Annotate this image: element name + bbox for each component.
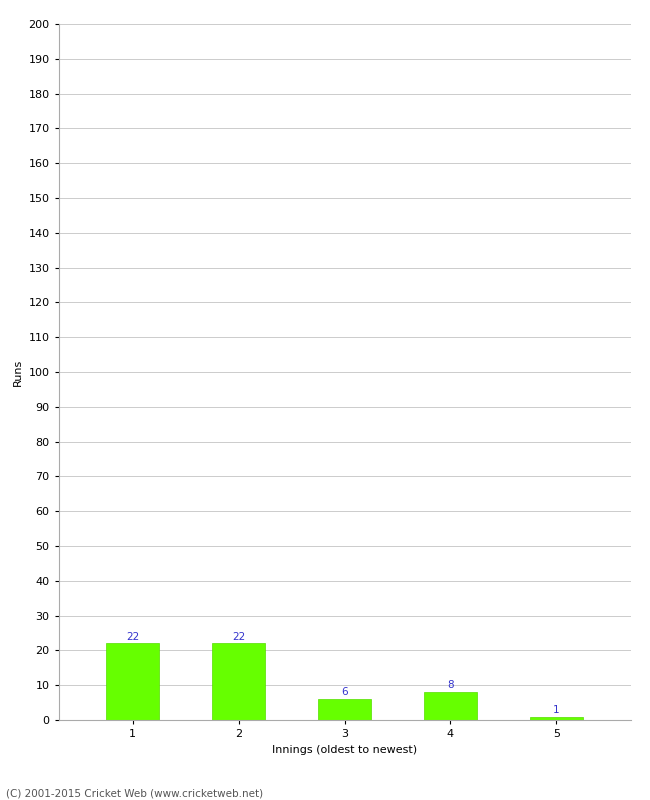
Text: (C) 2001-2015 Cricket Web (www.cricketweb.net): (C) 2001-2015 Cricket Web (www.cricketwe… bbox=[6, 788, 264, 798]
Bar bbox=[318, 699, 371, 720]
X-axis label: Innings (oldest to newest): Innings (oldest to newest) bbox=[272, 745, 417, 754]
Text: 8: 8 bbox=[447, 681, 454, 690]
Text: 6: 6 bbox=[341, 687, 348, 698]
Text: 22: 22 bbox=[126, 632, 139, 642]
Bar bbox=[106, 643, 159, 720]
Bar bbox=[530, 717, 583, 720]
Text: 1: 1 bbox=[553, 705, 560, 714]
Bar bbox=[212, 643, 265, 720]
Text: 22: 22 bbox=[232, 632, 245, 642]
Bar bbox=[424, 692, 477, 720]
Y-axis label: Runs: Runs bbox=[13, 358, 23, 386]
